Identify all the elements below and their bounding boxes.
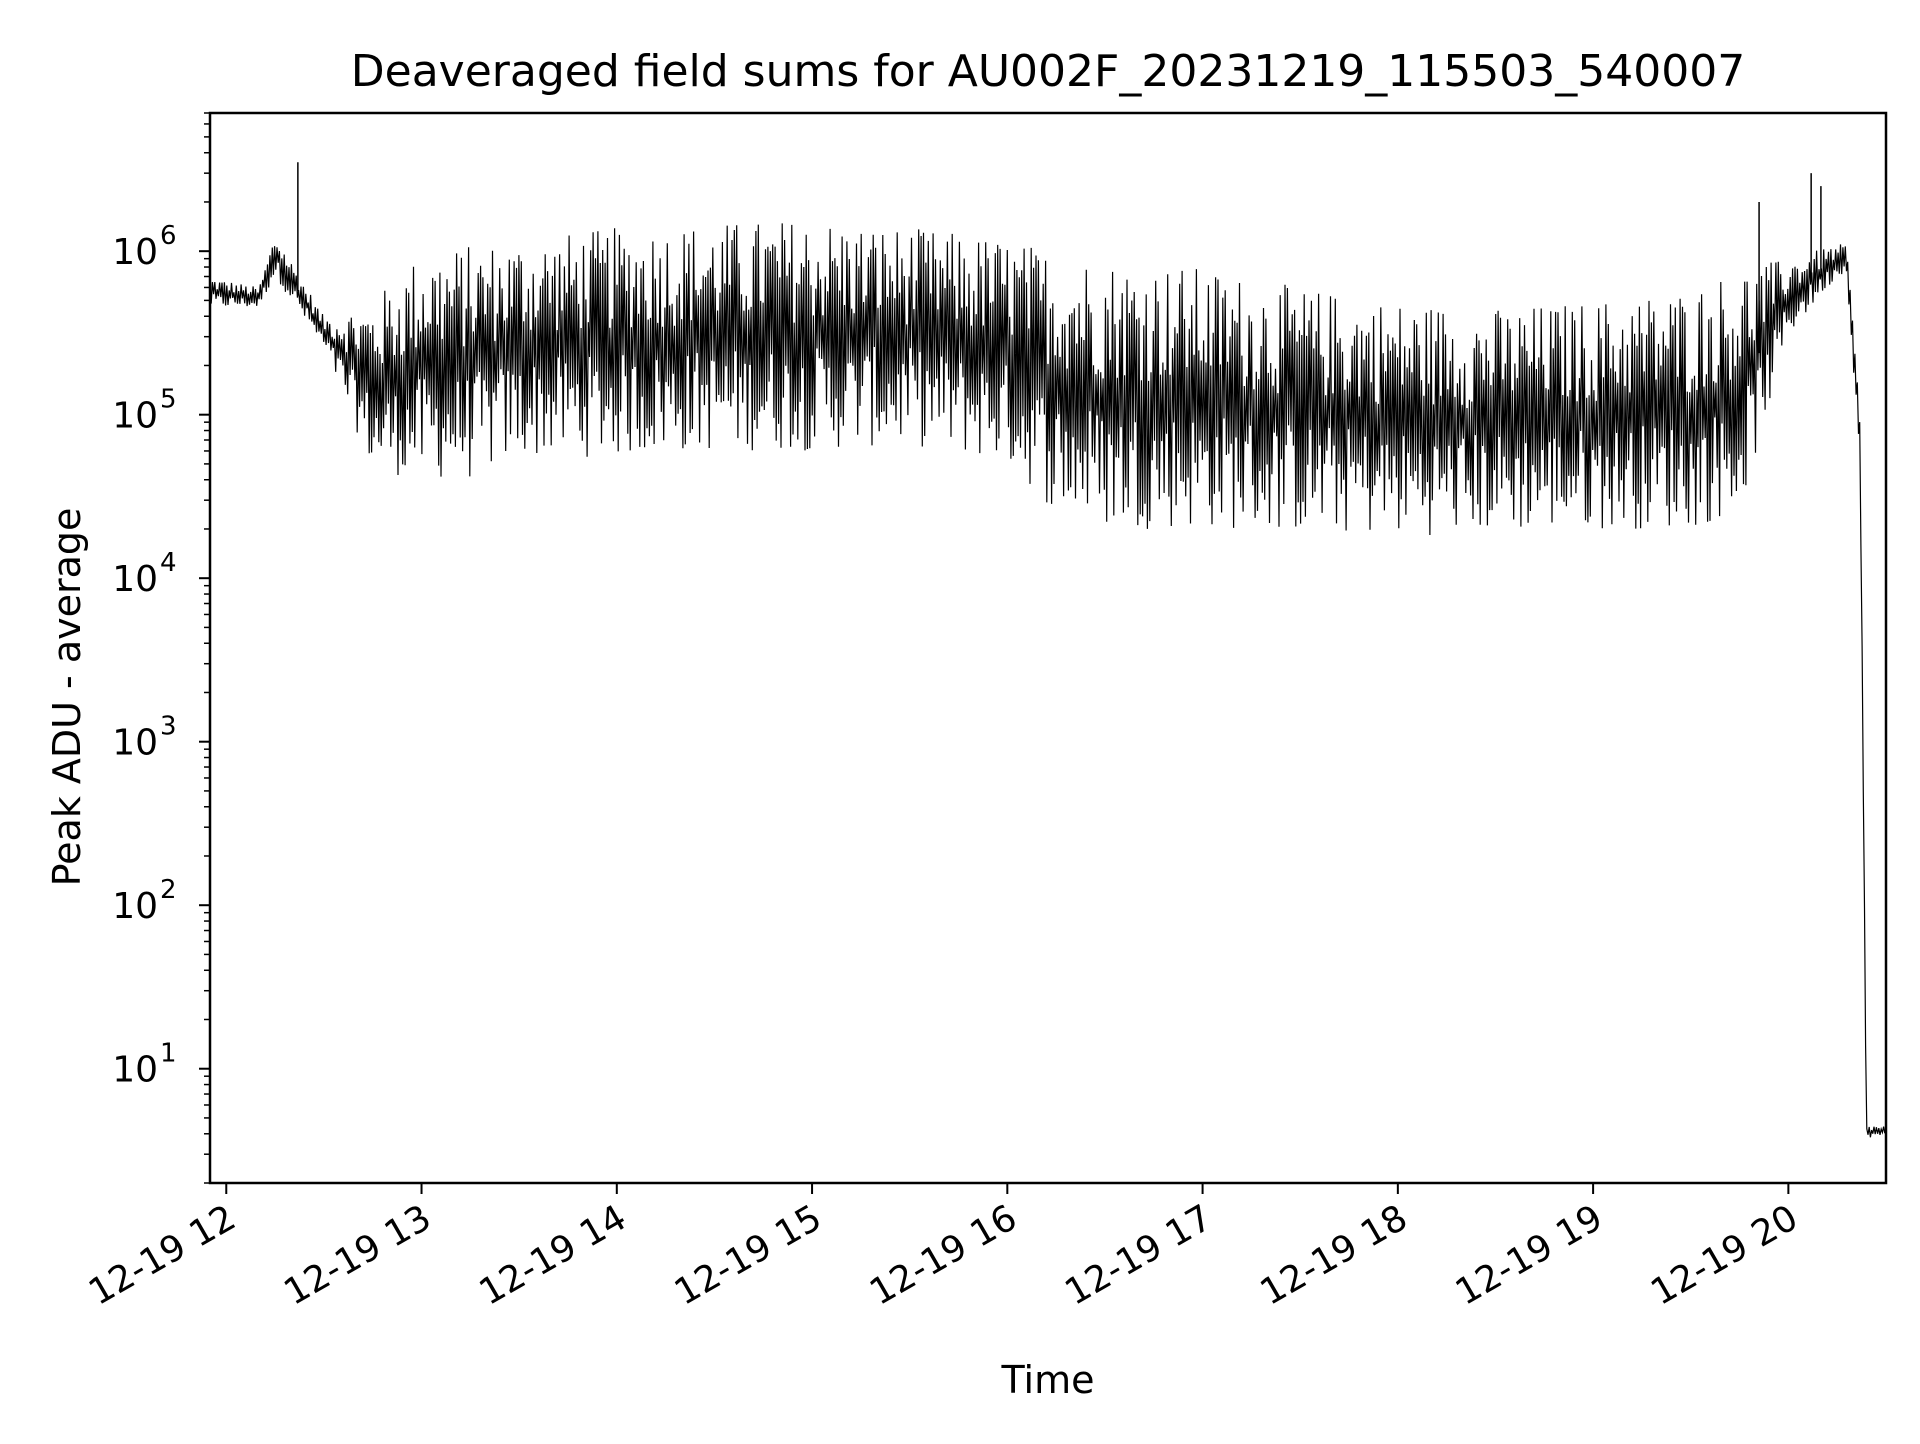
x-tick-label: 12-19 13 — [277, 1197, 438, 1313]
x-axis-label: Time — [1001, 1358, 1095, 1402]
line-layer — [209, 162, 1887, 1138]
y-tick-label: 10 — [112, 1050, 158, 1091]
x-tick-label: 12-19 12 — [82, 1197, 243, 1313]
x-tick-label: 12-19 16 — [863, 1197, 1024, 1313]
y-tick-label-exponent: 6 — [160, 221, 177, 251]
y-tick-label-exponent: 3 — [160, 712, 177, 742]
x-tick-label: 12-19 20 — [1644, 1197, 1805, 1313]
plot-background — [210, 113, 1886, 1183]
axes-frame — [208, 111, 1888, 1185]
x-tick-label: 12-19 17 — [1058, 1197, 1219, 1313]
x-tick-label: 12-19 18 — [1254, 1197, 1415, 1313]
y-tick-label: 10 — [112, 232, 158, 273]
y-tick-label-exponent: 4 — [160, 548, 177, 578]
x-tick-label: 12-19 15 — [668, 1197, 829, 1313]
y-tick-label: 10 — [112, 886, 158, 927]
y-tick-label: 10 — [112, 559, 158, 600]
x-tick-label: 12-19 14 — [473, 1197, 634, 1313]
y-tick-label-exponent: 1 — [160, 1039, 177, 1069]
y-axis-label: Peak ADU - average — [45, 508, 89, 887]
y-tick-label-exponent: 5 — [160, 385, 177, 415]
plot-area — [210, 113, 1886, 1183]
series-line — [209, 223, 1887, 1138]
y-tick-label: 10 — [112, 396, 158, 437]
y-tick-label-exponent: 2 — [160, 875, 177, 905]
y-tick-label: 10 — [112, 723, 158, 764]
x-tick-label: 12-19 19 — [1449, 1197, 1610, 1313]
chart-title: Deaveraged field sums for AU002F_2023121… — [351, 46, 1745, 97]
